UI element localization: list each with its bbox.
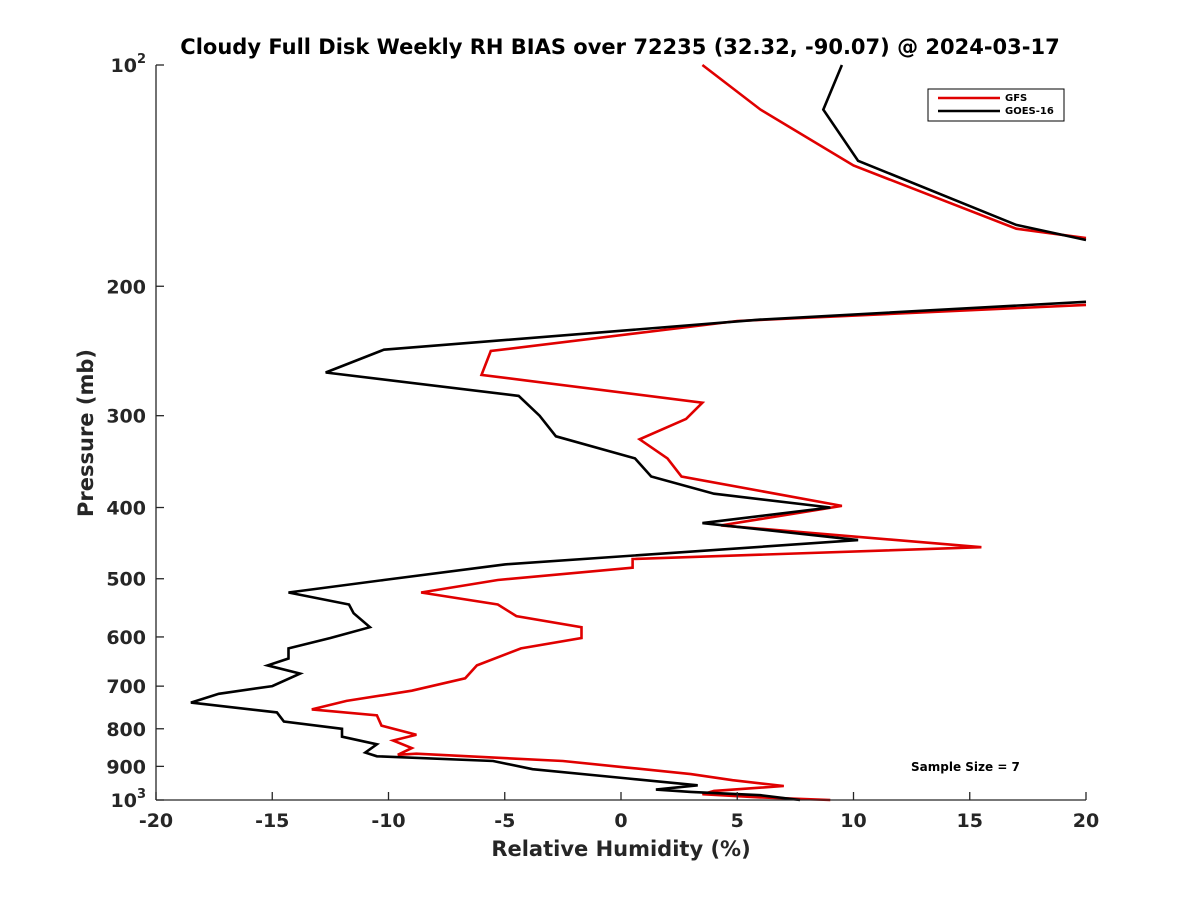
x-axis-label: Relative Humidity (%) [491, 837, 750, 861]
y-tick-label: 700 [106, 676, 146, 698]
y-tick-label: 800 [106, 719, 146, 741]
y-tick-label: 500 [106, 569, 146, 591]
x-ticks: -20 -15 -10 -5 0 5 10 15 20 [139, 792, 1099, 832]
legend: GFS GOES-16 [927, 88, 1065, 122]
series-line-goes16 [190, 64, 1087, 802]
y-tick-label: 300 [106, 406, 146, 428]
series-layer [190, 63, 1087, 802]
y-tick-label: 103 [111, 787, 147, 812]
x-tick-label: 0 [614, 810, 627, 832]
x-tick-label: 20 [1073, 810, 1099, 832]
x-tick-label: -15 [255, 810, 289, 832]
y-axis-label: Pressure (mb) [74, 349, 98, 517]
legend-label-gfs: GFS [1005, 93, 1027, 104]
y-tick-label: 200 [106, 276, 146, 298]
x-tick-label: -20 [139, 810, 173, 832]
legend-label-goes16: GOES-16 [1005, 106, 1054, 117]
y-ticks: 102 200 300 400 500 600 700 800 900 103 [106, 52, 164, 812]
chart-title: Cloudy Full Disk Weekly RH BIAS over 722… [180, 35, 1059, 59]
x-tick-label: -5 [494, 810, 515, 832]
x-tick-label: 5 [731, 810, 744, 832]
sample-size-annotation: Sample Size = 7 [911, 760, 1020, 774]
x-tick-label: 10 [840, 810, 866, 832]
x-tick-label: 15 [957, 810, 983, 832]
plot-area [156, 65, 1086, 800]
y-tick-label: 600 [106, 627, 146, 649]
legend-box [927, 88, 1065, 122]
series-line-gfs [311, 63, 1087, 802]
y-tick-label: 102 [111, 52, 147, 77]
y-tick-label: 900 [106, 756, 146, 778]
x-tick-label: -10 [371, 810, 405, 832]
y-tick-label: 400 [106, 498, 146, 520]
